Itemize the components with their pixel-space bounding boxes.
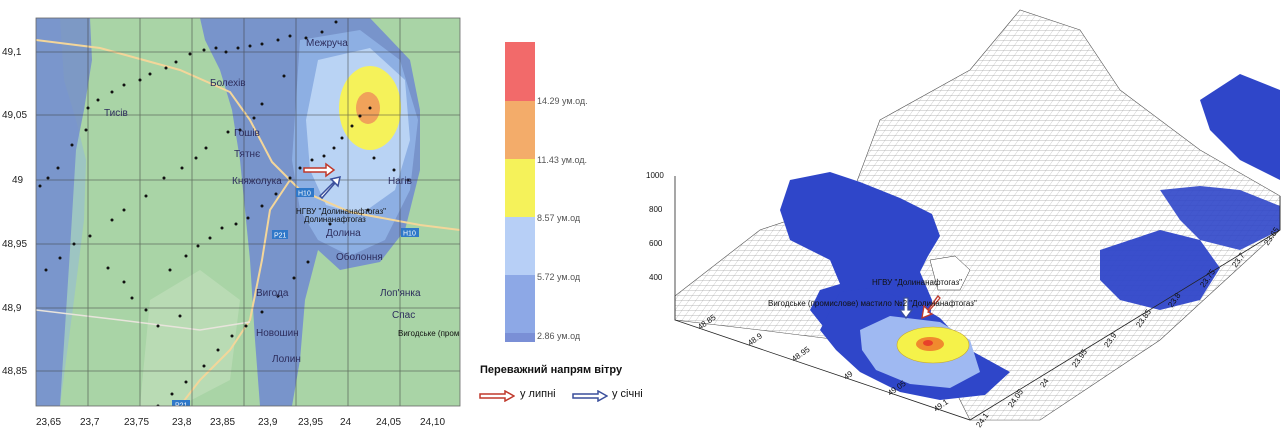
site-label: НГВУ "Долинанафтогаз": [296, 207, 386, 216]
road-sign: P21: [172, 400, 190, 410]
sample-points: [38, 20, 410, 406]
place-label: Спас: [392, 310, 415, 321]
legend-swatch: [505, 101, 535, 159]
place-label: Тятнє: [234, 149, 260, 160]
wind-january-arrow-icon: [572, 389, 609, 407]
surface-canvas: 1000 800 600 400 48.85 48.9 48.95 49 49.…: [646, 9, 1281, 429]
wind-arrow-january: [318, 176, 341, 200]
legend-label: 14.29 ум.од.: [537, 96, 588, 106]
surface-site-label: НГВУ "Долинанафтогаз": [872, 278, 962, 287]
surface-wind-arrow-july: [921, 294, 941, 320]
z-tick-label: 1000: [646, 171, 664, 180]
y-tick-label: 48,85: [2, 366, 27, 377]
z-tick-label: 600: [649, 239, 663, 248]
place-label: Тисів: [104, 108, 128, 119]
conc-region-red: [923, 340, 933, 346]
legend-swatch: [505, 159, 535, 217]
x-tick-label: 23,75: [124, 417, 149, 428]
lat-tick-label: 48.95: [790, 344, 812, 363]
wind-july-arrow-icon: [479, 389, 516, 407]
y-tick-label: 49,1: [2, 47, 22, 58]
place-label: Новошин: [256, 328, 299, 339]
x-tick-label: 23,65: [36, 417, 61, 428]
legend-swatch: [505, 42, 535, 101]
wind-july-label: у липні: [520, 388, 556, 400]
wind-january-label: у січні: [612, 388, 643, 400]
place-label: Княжолука: [232, 176, 282, 187]
surface-3d-plot: 1000 800 600 400 48.85 48.9 48.95 49 49.…: [640, 0, 1288, 437]
plume-orange: [356, 92, 380, 124]
y-tick-label: 48,95: [2, 239, 27, 250]
x-tick-label: 24,10: [420, 417, 445, 428]
surface-site-label: Вигодське (промислове) мастило №2 "Долин…: [768, 299, 977, 308]
place-label: Оболоння: [336, 251, 383, 263]
place-label: Болехів: [210, 78, 246, 89]
y-tick-label: 49,05: [2, 110, 27, 121]
z-tick-label: 800: [649, 205, 663, 214]
legend-swatch: [505, 217, 535, 275]
road-sign: P21: [272, 230, 288, 240]
x-tick-label: 23,85: [210, 417, 235, 428]
place-label: Вигода: [256, 288, 289, 299]
legend-label: 11.43 ум.од.: [537, 155, 588, 165]
x-tick-label: 23,9: [258, 417, 278, 428]
lat-tick-label: 48.9: [746, 331, 764, 348]
x-tick-label: 24,05: [376, 417, 401, 428]
y-tick-label: 49: [12, 175, 24, 186]
svg-text:P21: P21: [175, 403, 188, 410]
color-legend: [505, 42, 535, 342]
lat-tick-label: 49.1: [932, 397, 950, 414]
wind-legend-title: Переважний напрям вітру: [480, 364, 623, 376]
legend-swatch: [505, 275, 535, 333]
map-canvas: Межруча Болехів Тисів Гошів Тятнє Княжол…: [2, 17, 480, 428]
legend-label: 8.57 ум.од: [537, 213, 581, 223]
place-label: Гошів: [234, 128, 260, 139]
z-tick-label: 400: [649, 273, 663, 282]
place-label: Лолин: [272, 354, 301, 365]
map-grid: [36, 18, 460, 406]
place-label: Нагів: [388, 176, 412, 187]
road-sign: H10: [296, 188, 314, 198]
svg-text:H10: H10: [403, 231, 416, 238]
x-tick-label: 24: [340, 417, 352, 428]
legend-label: 5.72 ум.од: [537, 272, 581, 282]
x-tick-label: 23,8: [172, 417, 192, 428]
lat-tick-label: 49: [842, 369, 855, 382]
svg-text:H10: H10: [298, 191, 311, 198]
place-label: Долина: [326, 228, 361, 239]
x-tick-label: 23,95: [298, 417, 323, 428]
place-label: Лоп'янка: [380, 288, 421, 299]
x-tick-label: 23,7: [80, 417, 100, 428]
site-label: Вигодське (промислове) мастило №2 "Долин…: [398, 329, 480, 338]
surface-wind-arrow-january: [898, 297, 914, 320]
y-tick-label: 48,9: [2, 303, 22, 314]
wind-arrow-july: [303, 162, 336, 178]
svg-text:P21: P21: [274, 233, 287, 240]
place-label: Межруча: [306, 38, 348, 49]
pollution-map: Межруча Болехів Тисів Гошів Тятнє Княжол…: [0, 0, 480, 437]
legend-swatch: [505, 333, 535, 342]
legend-label: 2.86 ум.од: [537, 331, 581, 341]
road-sign: H10: [401, 228, 419, 238]
site-label: Долинанафтогаз: [304, 215, 366, 224]
